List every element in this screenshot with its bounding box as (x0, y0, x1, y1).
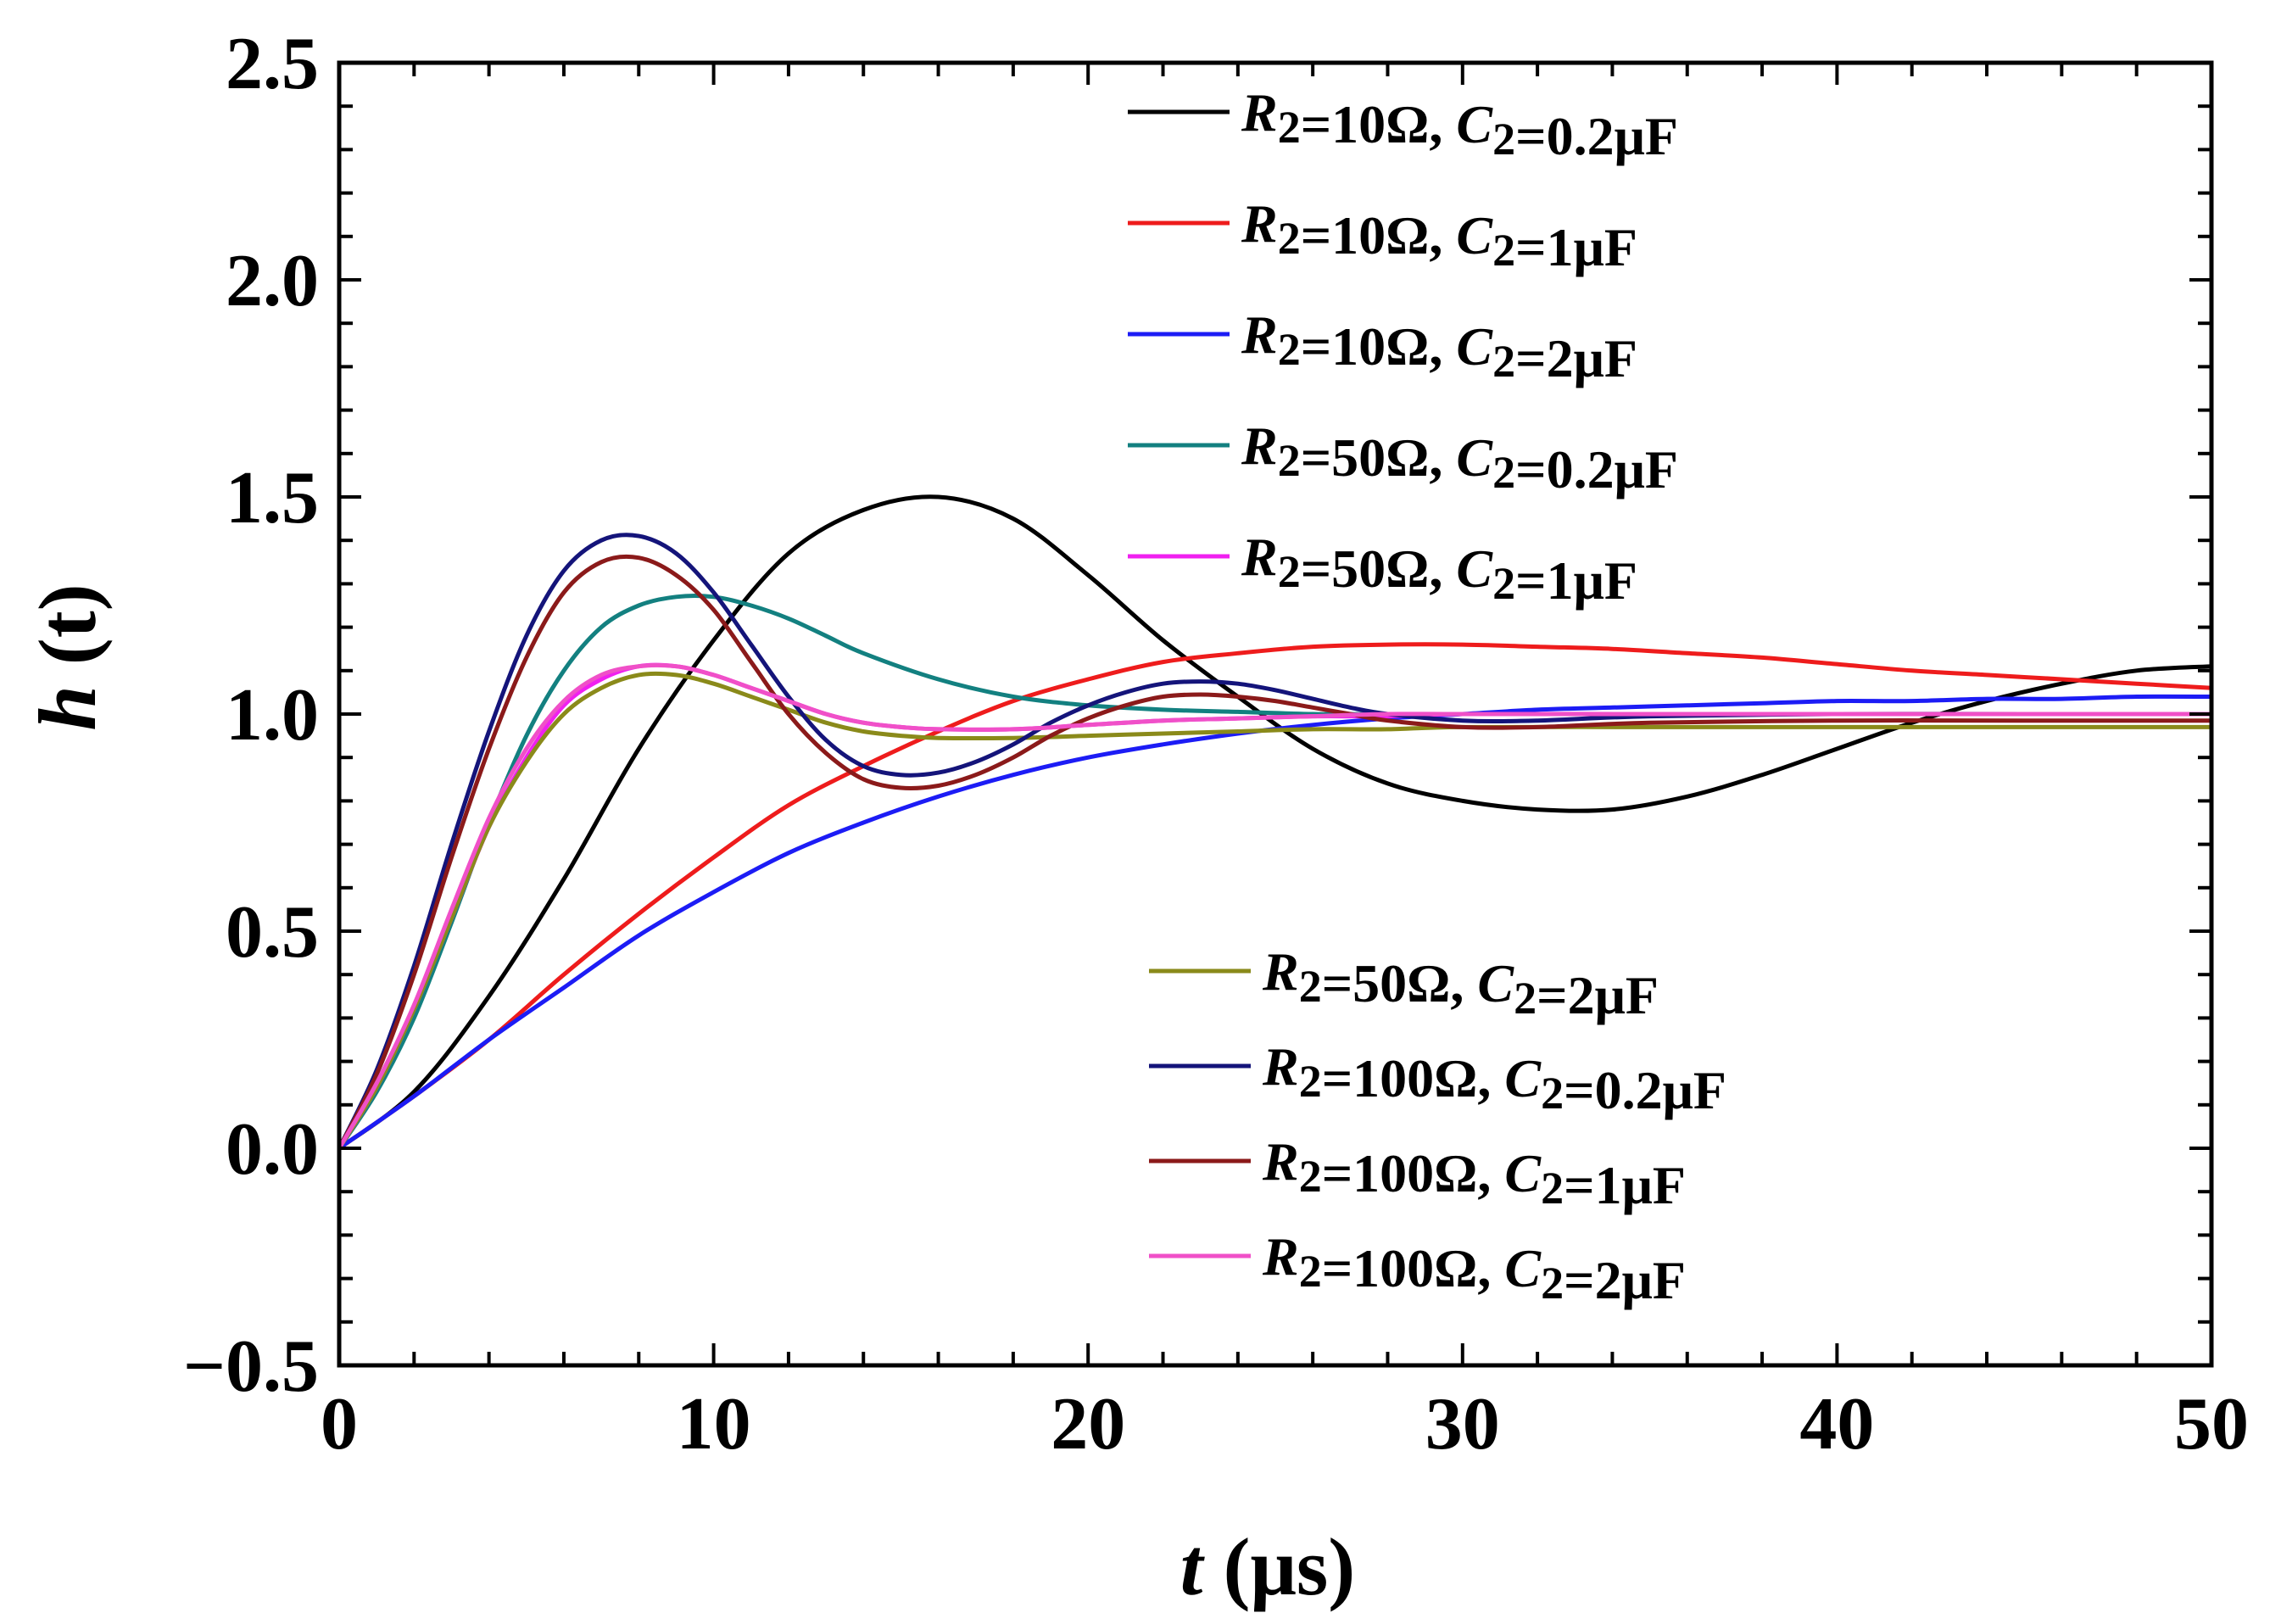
series-line-8 (339, 554, 2211, 1151)
legend-label: R2=100Ω, C2=1μF (1262, 1131, 1686, 1215)
legend-entry-1: R2=10Ω, C2=0.2μF (1128, 82, 1678, 166)
legend-label: R2=10Ω, C2=0.2μF (1241, 82, 1678, 166)
legend: R2=10Ω, C2=0.2μF R2=10Ω, C2=1μF R2=10Ω, C2… (1128, 82, 1726, 1310)
legend-entry-7: R2=100Ω, C2=0.2μF (1149, 1036, 1726, 1120)
legend-label: R2=10Ω, C2=1μF (1241, 193, 1637, 277)
x-tick-label: 20 (1051, 1383, 1125, 1465)
legend-label: R2=50Ω, C2=1μF (1241, 527, 1637, 611)
axes: 0 10 20 30 40 50 −0.5 0.0 0.5 1.0 1.5 2.0 2.5 (183, 23, 2249, 1465)
legend-label: R2=100Ω, C2=0.2μF (1262, 1036, 1726, 1120)
y-tick-label: 0.5 (226, 891, 319, 974)
x-tick-label: 30 (1425, 1383, 1500, 1465)
legend-label: R2=10Ω, C2=2μF (1241, 304, 1637, 388)
series-line-9 (339, 662, 2211, 1151)
legend-entry-5: R2=50Ω, C2=1μF (1128, 527, 1637, 611)
x-tick-label: 10 (677, 1383, 751, 1465)
x-tick-label: 50 (2174, 1383, 2249, 1465)
y-tick-label: 0.0 (226, 1108, 319, 1191)
series-line-7 (339, 533, 2211, 1151)
y-tick-label: 1.0 (226, 674, 319, 756)
plot-area (339, 494, 2211, 1151)
series-line-1 (339, 494, 2211, 1151)
legend-label: R2=50Ω, C2=2μF (1262, 941, 1659, 1025)
legend-entry-4: R2=50Ω, C2=0.2μF (1128, 416, 1678, 499)
x-tick-label: 40 (1799, 1383, 1874, 1465)
legend-label: R2=100Ω, C2=2μF (1262, 1226, 1686, 1310)
y-axis-title: h (t) (22, 583, 113, 730)
legend-entry-9: R2=100Ω, C2=2μF (1149, 1226, 1686, 1310)
series-group (339, 494, 2211, 1151)
legend-entry-8: R2=100Ω, C2=1μF (1149, 1131, 1686, 1215)
legend-entry-6: R2=50Ω, C2=2μF (1149, 941, 1659, 1025)
y-tick-label: 1.5 (226, 457, 319, 539)
series-line-6 (339, 671, 2211, 1151)
y-tick-label: −0.5 (183, 1325, 319, 1408)
x-axis-title: t (μs) (1180, 1521, 1355, 1612)
legend-label: R2=50Ω, C2=0.2μF (1241, 416, 1678, 499)
legend-entry-2: R2=10Ω, C2=1μF (1128, 193, 1637, 277)
y-tick-label: 2.0 (226, 240, 319, 322)
y-tick-label: 2.5 (226, 23, 319, 105)
legend-entry-3: R2=10Ω, C2=2μF (1128, 304, 1637, 388)
series-line-2 (339, 642, 2211, 1151)
x-tick-label: 0 (321, 1383, 358, 1465)
